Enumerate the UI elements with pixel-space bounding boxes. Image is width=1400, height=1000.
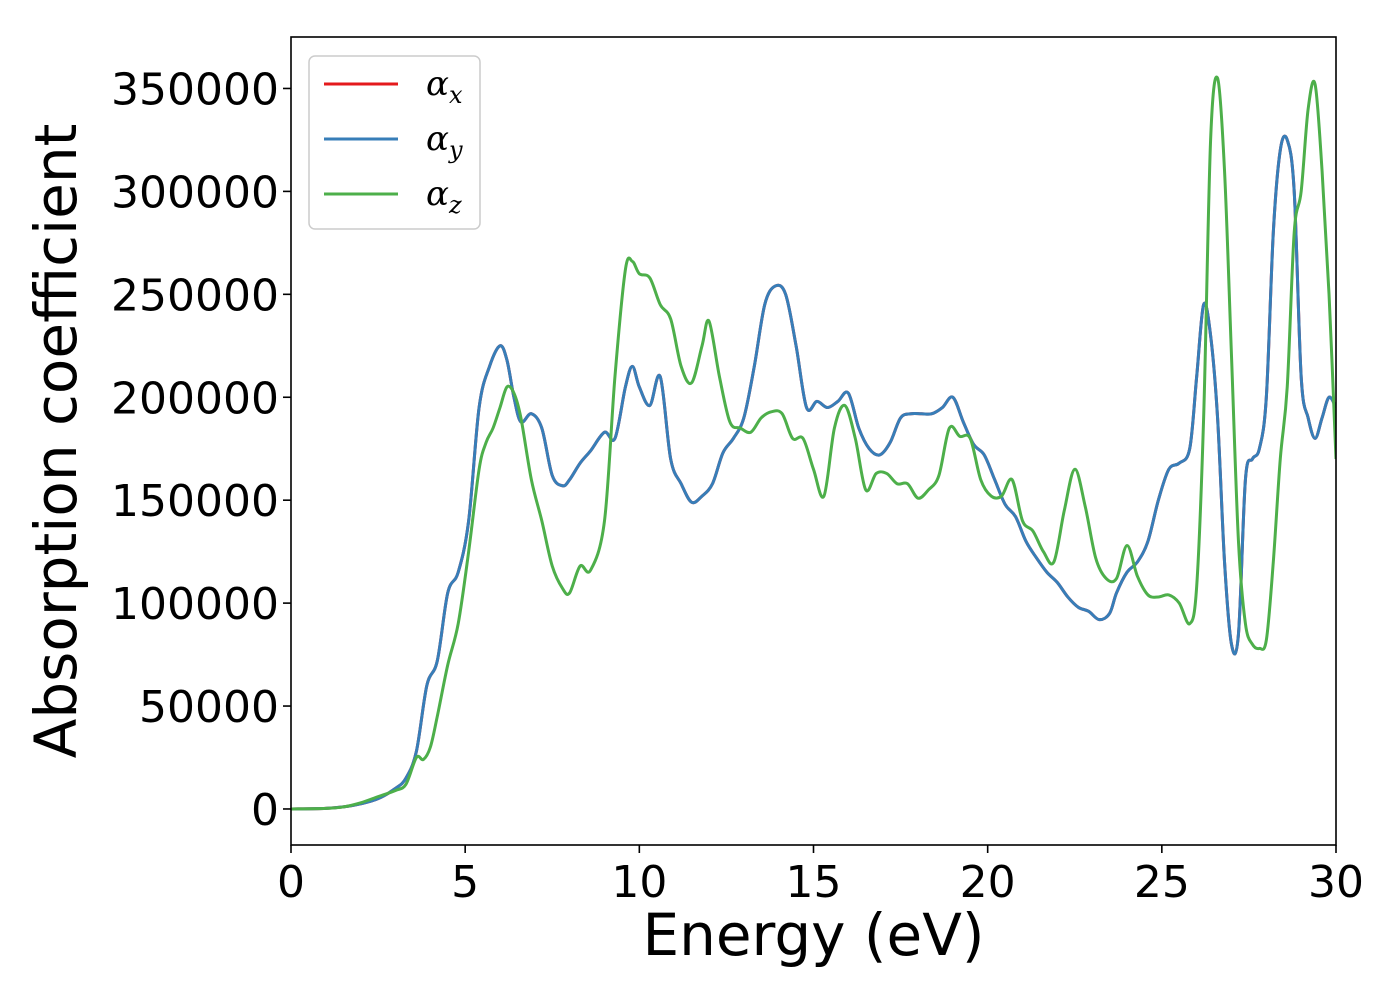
x-tick-label: 10 [611,857,667,908]
y-tick-label: 50000 [139,682,279,733]
series-line-alpha-y [291,134,1336,811]
series-line-alpha-z [291,75,1336,811]
y-tick-label: 250000 [111,270,279,321]
axis-ticks: 0 5 10 15 20 25 30 0 50000 100000 150000 200000 2500… [111,64,1364,908]
series-lines [291,75,1336,811]
y-tick-label: 350000 [111,64,279,115]
x-tick-label: 15 [786,857,842,908]
y-tick-label: 100000 [111,579,279,630]
legend: αx αy αz [308,55,481,230]
x-tick-label: 0 [277,857,305,908]
y-axis-label: Absorption coefficient [22,124,90,759]
legend-label-alpha-x: αx [426,64,463,109]
y-tick-label: 200000 [111,373,279,424]
x-tick-label: 5 [451,857,479,908]
y-tick-label: 300000 [111,167,279,218]
x-tick-label: 20 [960,857,1016,908]
x-tick-label: 25 [1134,857,1190,908]
legend-box [308,55,481,230]
x-tick-label: 30 [1308,857,1364,908]
y-tick-label: 0 [251,785,279,836]
legend-label-alpha-z: αz [426,174,462,219]
x-axis-label: Energy (eV) [642,901,984,969]
legend-label-alpha-y: αy [426,119,463,164]
y-tick-label: 150000 [111,476,279,527]
